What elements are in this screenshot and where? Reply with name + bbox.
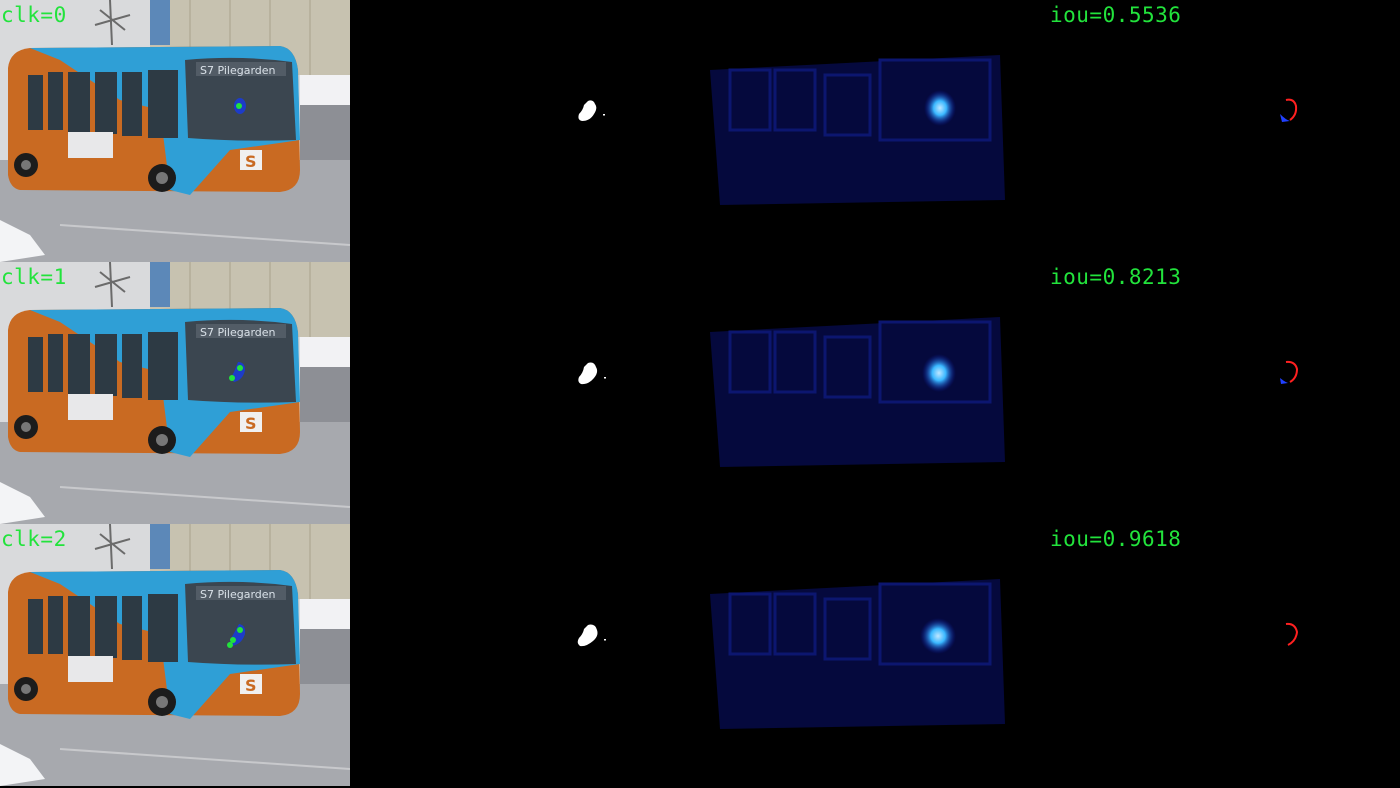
bus-photo: S7 Pilegarden S [0,524,350,786]
error-map [1280,98,1298,122]
prediction-mask [578,100,605,121]
click-count-label: clk=2 [1,527,67,551]
iou-score-label: iou=0.8213 [1050,265,1182,289]
error-map-cell: iou=0.5536 [1050,0,1400,262]
error-map [1285,622,1299,646]
prediction-mask-cell [350,524,700,786]
probability-heatmap [700,262,1050,524]
prediction-mask-cell [350,0,700,262]
input-image-cell: S7 Pilegarden S clk=2 [0,524,350,786]
destination-sign: S7 Pilegarden [200,64,276,77]
prediction-mask-cell [350,262,700,524]
bus-photo: S7 Pilegarden S [0,262,350,524]
probability-heatmap [700,0,1050,262]
prediction-mask [577,624,606,647]
probability-heatmap-cell [700,524,1050,786]
row-click-0: S7 Pilegarden S clk=0 [0,0,1400,262]
iou-score-label: iou=0.5536 [1050,3,1182,27]
probability-heatmap-cell [700,0,1050,262]
click-count-label: clk=1 [1,265,67,289]
probability-heatmap [700,524,1050,786]
probability-heatmap-cell [700,262,1050,524]
positive-click-marker [237,627,243,633]
bus-logo: S [245,414,257,433]
bus-photo: S7 Pilegarden S [0,0,350,262]
error-map-cell: iou=0.8213 [1050,262,1400,524]
click-count-label: clk=0 [1,3,67,27]
positive-click-marker [236,103,242,109]
bus-logo: S [245,676,257,695]
iou-score-label: iou=0.9618 [1050,527,1182,551]
error-map [1280,360,1299,384]
positive-click-marker [227,642,233,648]
row-click-2: S7 Pilegarden S clk=2 [0,524,1400,786]
positive-click-marker [229,375,235,381]
error-map-cell: iou=0.9618 [1050,524,1400,786]
input-image-cell: S7 Pilegarden S clk=1 [0,262,350,524]
positive-click-marker [237,365,243,371]
destination-sign: S7 Pilegarden [200,588,276,601]
row-click-1: S7 Pilegarden S clk=1 [0,262,1400,524]
prediction-mask [578,362,606,385]
input-image-cell: S7 Pilegarden S clk=0 [0,0,350,262]
bus-logo: S [245,152,257,171]
destination-sign: S7 Pilegarden [200,326,276,339]
positive-click-marker [230,637,236,643]
